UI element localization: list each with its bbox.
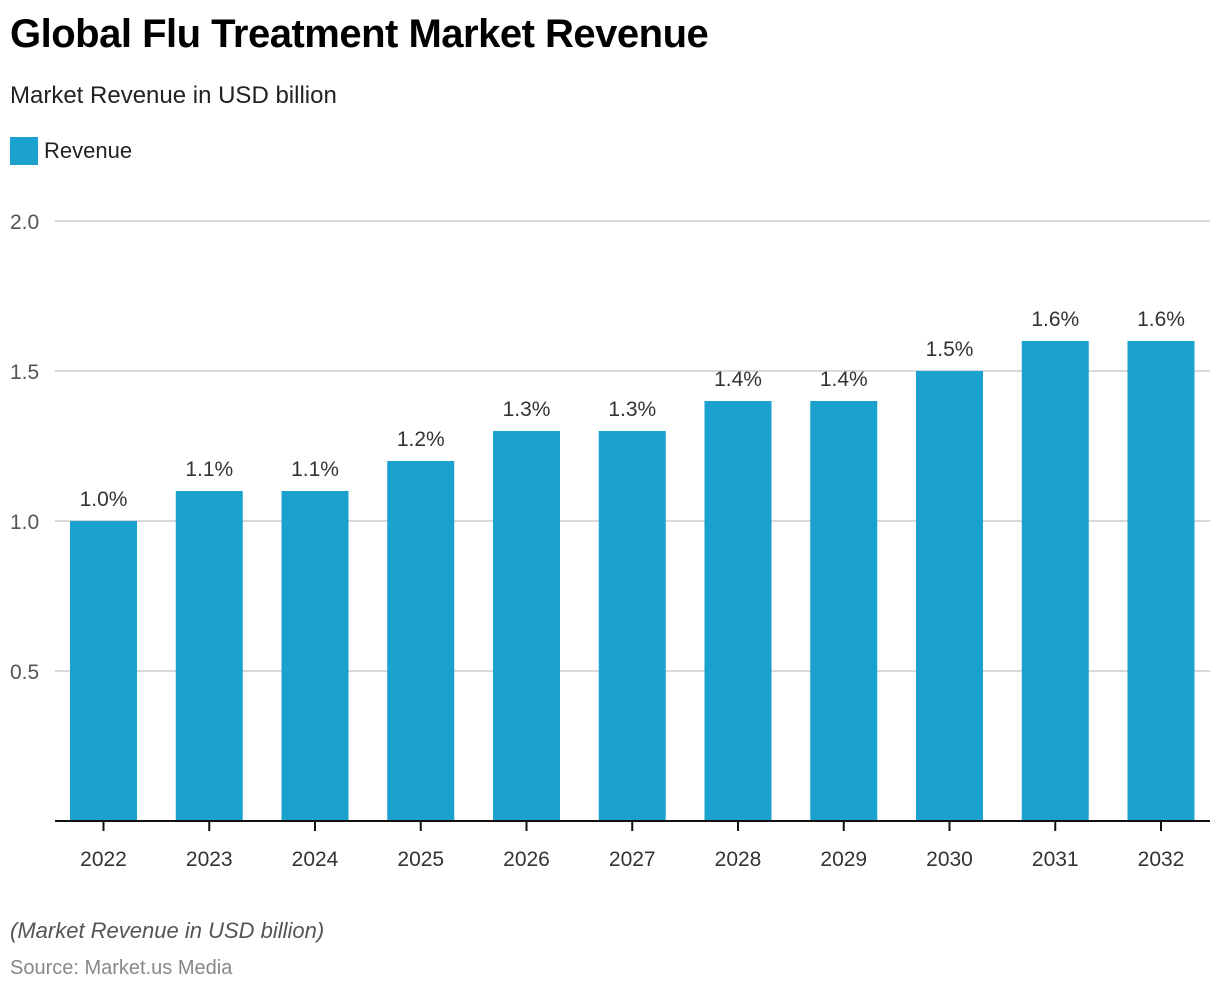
legend: Revenue xyxy=(10,137,132,165)
data-label: 1.4% xyxy=(714,368,762,391)
bar xyxy=(598,431,666,821)
data-label: 1.6% xyxy=(1137,308,1185,331)
bar xyxy=(1127,341,1195,821)
x-tick-label: 2023 xyxy=(186,848,233,871)
data-label: 1.0% xyxy=(80,488,128,511)
x-tick-label: 2025 xyxy=(397,848,444,871)
legend-swatch-revenue xyxy=(10,137,38,165)
x-tick-label: 2027 xyxy=(609,848,656,871)
data-label: 1.2% xyxy=(397,428,445,451)
x-tick-label: 2022 xyxy=(80,848,127,871)
x-tick-label: 2032 xyxy=(1138,848,1185,871)
bar xyxy=(493,431,560,821)
data-label: 1.3% xyxy=(608,398,656,421)
bar xyxy=(916,371,983,821)
x-tick-label: 2031 xyxy=(1032,848,1079,871)
bar xyxy=(810,401,878,821)
bar xyxy=(387,461,455,821)
x-tick-label: 2024 xyxy=(292,848,339,871)
bar xyxy=(70,521,137,821)
data-label: 1.1% xyxy=(291,458,339,481)
x-tick-label: 2029 xyxy=(820,848,867,871)
y-tick-label: 2.0 xyxy=(10,211,39,234)
chart-title: Global Flu Treatment Market Revenue xyxy=(10,12,709,56)
bar xyxy=(175,491,243,821)
bar xyxy=(281,491,349,821)
x-tick-label: 2026 xyxy=(503,848,550,871)
legend-label-revenue: Revenue xyxy=(44,138,133,163)
chart-subtitle: Market Revenue in USD billion xyxy=(10,82,337,109)
data-label: 1.5% xyxy=(926,338,974,361)
data-label: 1.6% xyxy=(1031,308,1079,331)
y-tick-label: 1.0 xyxy=(10,511,39,534)
data-label: 1.3% xyxy=(503,398,551,421)
y-tick-label: 1.5 xyxy=(10,361,39,384)
y-tick-label: 0.5 xyxy=(10,661,39,684)
bar xyxy=(704,401,772,821)
footnote: (Market Revenue in USD billion) xyxy=(10,918,325,943)
source-credit: Source: Market.us Media xyxy=(10,957,233,979)
data-label: 1.1% xyxy=(185,458,233,481)
data-label: 1.4% xyxy=(820,368,868,391)
x-tick-label: 2030 xyxy=(926,848,973,871)
x-tick-label: 2028 xyxy=(715,848,762,871)
bar xyxy=(1021,341,1089,821)
